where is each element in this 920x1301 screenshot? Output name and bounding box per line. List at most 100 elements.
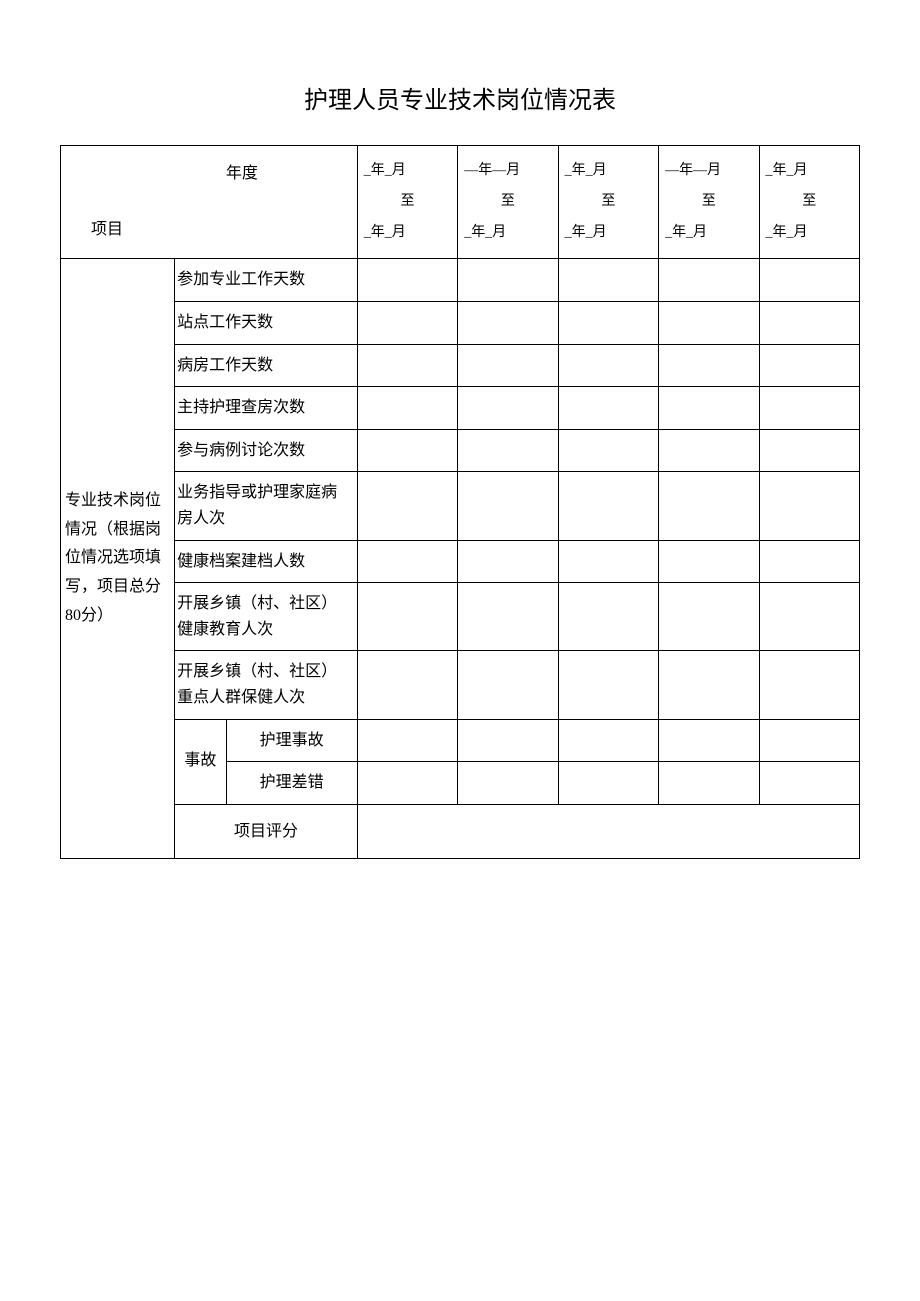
row-label-1: 参加专业工作天数 [175, 259, 358, 302]
data-cell [357, 387, 457, 430]
data-cell [357, 540, 457, 583]
accident-group-label: 事故 [175, 719, 226, 804]
data-cell [659, 301, 759, 344]
data-cell [659, 540, 759, 583]
table-row: 健康档案建档人数 [61, 540, 860, 583]
table-row: 业务指导或护理家庭病房人次 [61, 472, 860, 540]
data-cell [357, 344, 457, 387]
page-title: 护理人员专业技术岗位情况表 [60, 80, 860, 115]
data-cell [759, 719, 860, 762]
table-row: 专业技术岗位情况（根据岗位情况选项填写，项目总分80分） 参加专业工作天数 [61, 259, 860, 302]
year-col-1: _年_月 至 _年_月 [357, 146, 457, 259]
data-cell [659, 472, 759, 540]
data-cell [458, 259, 558, 302]
project-axis-label: 项目 [61, 202, 358, 259]
data-cell [558, 719, 658, 762]
year-end-3: _年_月 [565, 225, 607, 240]
data-cell [759, 472, 860, 540]
year-end-5: _年_月 [766, 225, 808, 240]
year-from-3: _年_月 [565, 163, 607, 178]
data-cell [659, 762, 759, 805]
row-label-4: 主持护理查房次数 [175, 387, 358, 430]
year-col-5: _年_月 至 _年_月 [759, 146, 860, 259]
table-row: 事故 护理事故 [61, 719, 860, 762]
table-row: 开展乡镇（村、社区）重点人群保健人次 [61, 651, 860, 719]
table-row: 站点工作天数 [61, 301, 860, 344]
data-cell [659, 651, 759, 719]
accident-sub-2: 护理差错 [226, 762, 357, 805]
data-cell [659, 583, 759, 651]
table-row: 主持护理查房次数 [61, 387, 860, 430]
year-from-2: —年—月 [464, 163, 520, 178]
data-cell [558, 583, 658, 651]
row-label-3: 病房工作天数 [175, 344, 358, 387]
data-cell [558, 472, 658, 540]
data-cell [659, 719, 759, 762]
header-row-1: 年度 _年_月 至 _年_月 —年—月 至 _年_月 _年_月 至 _年_月 —… [61, 146, 860, 203]
year-to-text-5: 至 [766, 187, 854, 218]
year-end-1: _年_月 [364, 225, 406, 240]
row-label-8: 开展乡镇（村、社区）健康教育人次 [175, 583, 358, 651]
data-cell [759, 429, 860, 472]
year-to-text-2: 至 [464, 187, 551, 218]
data-cell [759, 344, 860, 387]
score-cell [357, 804, 859, 859]
data-cell [357, 259, 457, 302]
data-cell [759, 651, 860, 719]
data-cell [357, 429, 457, 472]
data-cell [558, 259, 658, 302]
data-cell [458, 472, 558, 540]
data-cell [458, 651, 558, 719]
data-cell [458, 583, 558, 651]
data-cell [759, 583, 860, 651]
data-cell [357, 762, 457, 805]
year-to-text-1: 至 [364, 187, 451, 218]
year-col-3: _年_月 至 _年_月 [558, 146, 658, 259]
accident-sub-1: 护理事故 [226, 719, 357, 762]
year-to-text-3: 至 [565, 187, 652, 218]
data-cell [458, 762, 558, 805]
year-end-4: _年_月 [665, 225, 707, 240]
data-cell [759, 387, 860, 430]
data-cell [458, 301, 558, 344]
year-end-2: _年_月 [464, 225, 506, 240]
row-label-5: 参与病例讨论次数 [175, 429, 358, 472]
data-cell [458, 540, 558, 583]
data-cell [759, 301, 860, 344]
row-label-2: 站点工作天数 [175, 301, 358, 344]
data-cell [458, 719, 558, 762]
row-label-9: 开展乡镇（村、社区）重点人群保健人次 [175, 651, 358, 719]
data-cell [659, 429, 759, 472]
section-label: 专业技术岗位情况（根据岗位情况选项填写，项目总分80分） [61, 259, 175, 859]
data-cell [458, 344, 558, 387]
data-cell [558, 387, 658, 430]
data-cell [558, 651, 658, 719]
data-cell [659, 344, 759, 387]
data-cell [759, 259, 860, 302]
score-label: 项目评分 [175, 804, 358, 859]
data-cell [659, 259, 759, 302]
data-cell [558, 540, 658, 583]
main-table: 年度 _年_月 至 _年_月 —年—月 至 _年_月 _年_月 至 _年_月 —… [60, 145, 860, 859]
year-from-1: _年_月 [364, 163, 406, 178]
year-to-text-4: 至 [665, 187, 752, 218]
year-from-5: _年_月 [766, 163, 808, 178]
data-cell [558, 762, 658, 805]
year-col-2: —年—月 至 _年_月 [458, 146, 558, 259]
year-col-4: —年—月 至 _年_月 [659, 146, 759, 259]
row-label-7: 健康档案建档人数 [175, 540, 358, 583]
table-row: 参与病例讨论次数 [61, 429, 860, 472]
data-cell [357, 583, 457, 651]
year-from-4: —年—月 [665, 163, 721, 178]
table-row: 病房工作天数 [61, 344, 860, 387]
data-cell [458, 429, 558, 472]
data-cell [357, 472, 457, 540]
data-cell [759, 540, 860, 583]
data-cell [357, 651, 457, 719]
table-row: 项目评分 [61, 804, 860, 859]
data-cell [558, 429, 658, 472]
data-cell [759, 762, 860, 805]
data-cell [659, 387, 759, 430]
year-axis-label: 年度 [61, 146, 358, 203]
data-cell [458, 387, 558, 430]
